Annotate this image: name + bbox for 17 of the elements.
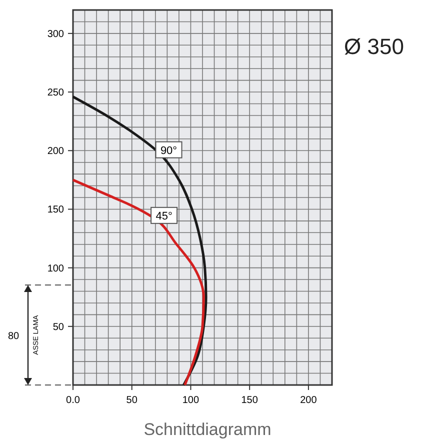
x-tick-label: 200 [300, 395, 318, 406]
y-tick-label: 200 [47, 146, 64, 158]
series-label: 90° [160, 144, 178, 157]
y-tick-label: 50 [52, 322, 64, 333]
x-tick-label: 0.0 [66, 395, 80, 406]
y-tick-label: 250 [47, 88, 64, 99]
text: Ø 350 [344, 34, 404, 59]
y-tick-label: 150 [47, 204, 64, 216]
text: Schnittdiagramm [144, 420, 272, 439]
line-series [72, 178, 205, 386]
x-tick-label: 50 [126, 395, 138, 406]
series-label: 45° [156, 210, 172, 222]
x-tick-label: 150 [241, 395, 258, 406]
x-tick-label: 100 [182, 395, 200, 406]
y-tick-label: 300 [47, 28, 64, 40]
text: 80 [8, 331, 20, 342]
y-tick-label: 100 [47, 263, 64, 274]
